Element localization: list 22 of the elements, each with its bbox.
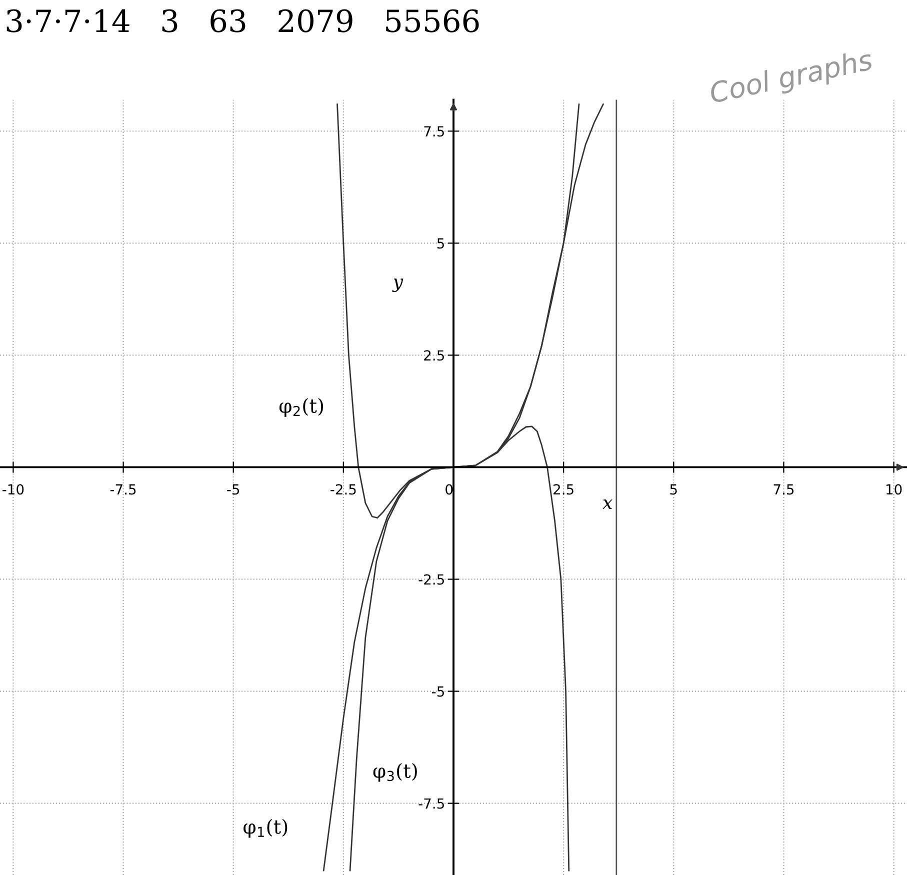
y-tick-label: -5 bbox=[432, 686, 444, 697]
series-label: φ$_{3}$(t) bbox=[373, 762, 417, 782]
series-label: φ$_{2}$(t) bbox=[279, 398, 324, 417]
y-tick-label: -7.5 bbox=[418, 798, 444, 809]
text: φ$_{1}$(t) bbox=[244, 818, 288, 838]
x-tick-label: 10 bbox=[886, 484, 902, 495]
x-tick-label: 0 bbox=[446, 484, 453, 495]
x-axis-title: x bbox=[602, 500, 612, 509]
y-tick-label: 2.5 bbox=[424, 350, 444, 361]
x-tick-label: -10 bbox=[2, 484, 24, 495]
y-tick-label: 7.5 bbox=[424, 126, 444, 137]
x-tick-label: -5 bbox=[227, 484, 240, 495]
x-tick-label: 7.5 bbox=[774, 484, 794, 495]
y-tick-label: 5 bbox=[437, 238, 444, 249]
x-tick-label: 5 bbox=[670, 484, 677, 495]
x-tick-label: -2.5 bbox=[330, 484, 356, 495]
annotation: Cool graphs bbox=[708, 48, 875, 109]
y-tick-label: -2.5 bbox=[418, 574, 444, 585]
x-tick-label: 2.5 bbox=[554, 484, 574, 495]
x-tick-label: -7.5 bbox=[110, 484, 136, 495]
y-axis-title: y bbox=[392, 278, 404, 292]
text: 3·7·7·14 3 63 2079 55566 bbox=[6, 9, 479, 32]
